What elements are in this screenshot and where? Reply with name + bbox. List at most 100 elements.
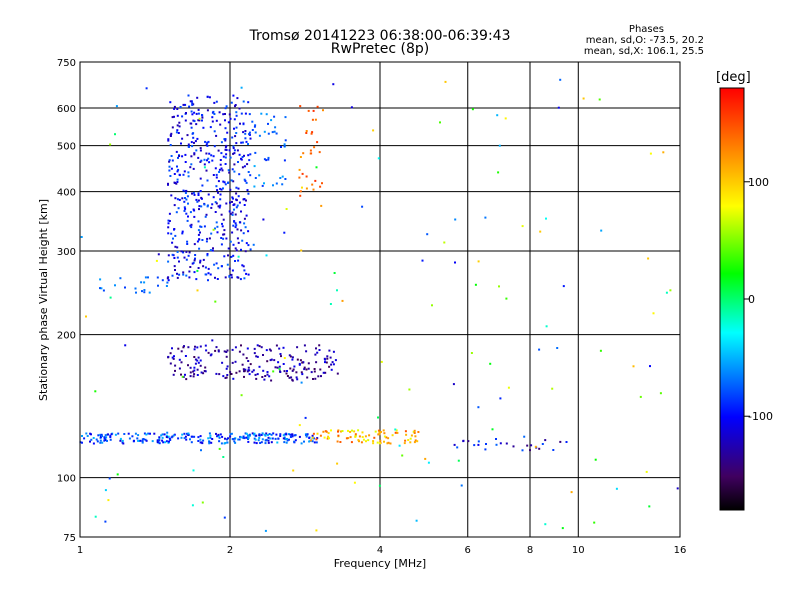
data-point (238, 107, 241, 110)
data-point (431, 304, 433, 307)
data-point (185, 438, 188, 441)
colorbar (719, 87, 745, 511)
data-point (259, 442, 262, 444)
data-point (413, 441, 416, 444)
data-point (171, 126, 174, 129)
data-point (92, 442, 95, 445)
data-point (233, 118, 236, 121)
data-point (417, 431, 420, 433)
data-point (240, 210, 242, 213)
y-tick-label: 300 (57, 247, 76, 258)
data-point (279, 433, 282, 436)
data-point (665, 291, 668, 294)
data-point (167, 260, 170, 263)
data-point (227, 169, 230, 172)
data-point (291, 358, 294, 361)
data-point (242, 437, 245, 439)
data-point (204, 140, 207, 143)
data-point (213, 113, 216, 115)
data-point (299, 359, 302, 362)
data-point (206, 237, 209, 240)
data-point (199, 359, 202, 362)
data-point (233, 437, 236, 440)
data-point (199, 438, 202, 441)
data-point (248, 433, 251, 436)
data-point (362, 438, 365, 441)
data-point (296, 358, 299, 361)
data-point (225, 144, 228, 147)
data-point (289, 433, 292, 436)
data-point (241, 166, 244, 169)
data-point (268, 348, 271, 351)
data-point (292, 469, 295, 472)
data-point (261, 376, 264, 378)
data-point (279, 435, 282, 437)
data-point (236, 204, 239, 207)
data-point (167, 219, 170, 222)
data-point (196, 289, 199, 292)
data-point (173, 105, 176, 108)
data-point (462, 440, 465, 443)
data-point (314, 353, 317, 356)
data-point (270, 358, 273, 361)
data-point (211, 116, 214, 119)
data-point (110, 433, 113, 436)
data-point (263, 130, 266, 133)
data-point (505, 297, 508, 300)
data-point (309, 149, 312, 152)
data-point (248, 369, 251, 372)
data-point (170, 194, 173, 197)
data-point (305, 132, 308, 134)
data-point (178, 260, 180, 263)
data-point (181, 155, 184, 158)
data-point (203, 370, 206, 372)
data-point (235, 114, 238, 117)
data-points (79, 78, 679, 532)
data-point (166, 431, 169, 434)
data-point (427, 461, 430, 464)
data-point (243, 198, 246, 201)
data-point (286, 370, 288, 372)
data-point (114, 433, 117, 436)
data-point (305, 435, 308, 438)
data-point (213, 130, 216, 133)
data-point (174, 197, 177, 200)
data-point (224, 156, 227, 159)
data-point (379, 439, 382, 442)
data-point (288, 376, 291, 379)
data-point (134, 432, 137, 435)
data-point (224, 437, 226, 440)
data-point (167, 138, 170, 141)
data-point (144, 438, 147, 441)
data-point (202, 439, 205, 442)
data-point (238, 153, 241, 156)
data-point (180, 436, 183, 439)
data-point (306, 376, 309, 379)
data-point (188, 105, 191, 108)
data-point (415, 519, 418, 522)
data-point (249, 137, 252, 140)
data-point (303, 344, 306, 347)
data-point (504, 117, 507, 120)
data-point (311, 131, 314, 134)
data-point (236, 149, 239, 152)
data-point (207, 351, 210, 354)
data-point (541, 443, 544, 445)
data-point (216, 278, 219, 280)
data-point (176, 108, 179, 110)
data-point (100, 433, 103, 436)
data-point (234, 105, 236, 108)
data-point (176, 198, 179, 201)
data-point (284, 438, 287, 441)
data-point (410, 434, 413, 437)
data-point (205, 143, 208, 146)
data-point (167, 276, 170, 279)
data-point (193, 259, 196, 262)
data-point (387, 441, 390, 444)
data-point (305, 434, 307, 437)
data-point (169, 439, 172, 441)
data-point (253, 441, 256, 444)
data-point (570, 491, 573, 494)
data-point (157, 284, 159, 287)
data-point (206, 254, 209, 257)
